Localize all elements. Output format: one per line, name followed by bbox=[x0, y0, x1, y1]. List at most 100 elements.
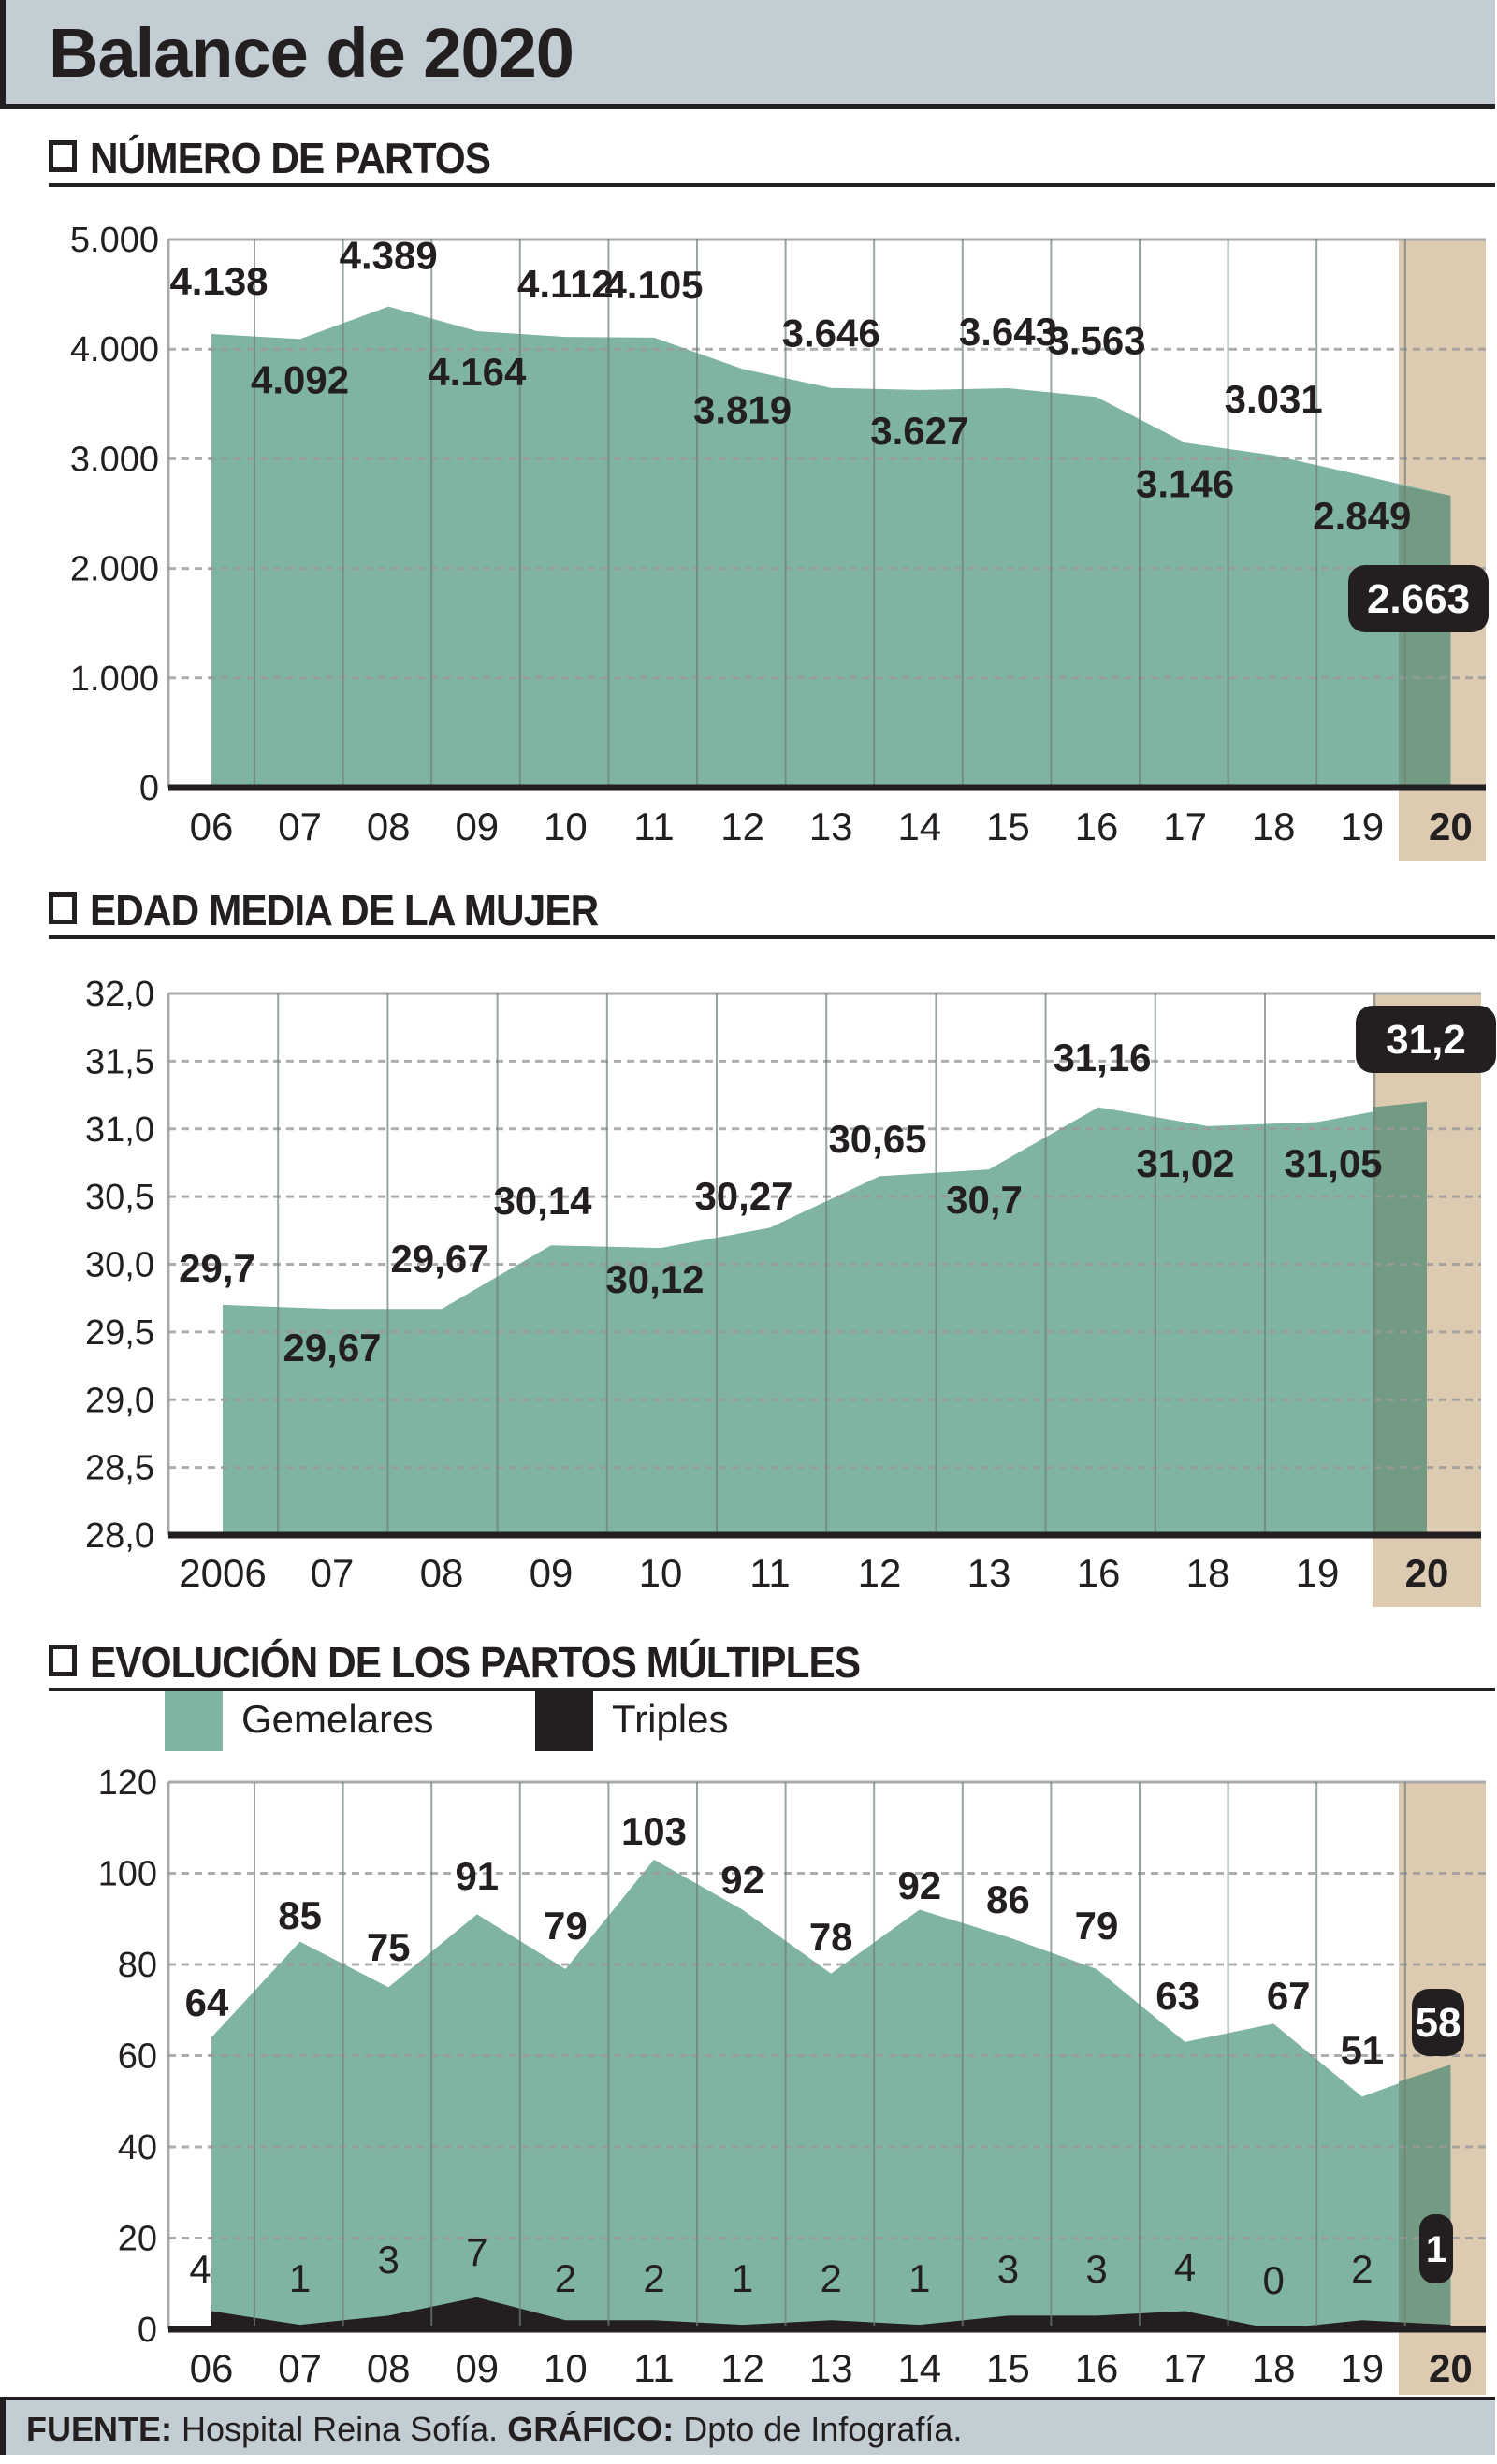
data-label: 85 bbox=[278, 1893, 322, 1937]
data-label: 3.031 bbox=[1225, 377, 1323, 421]
data-label: 79 bbox=[1075, 1904, 1119, 1948]
data-label: 2.849 bbox=[1313, 494, 1411, 538]
data-label: 92 bbox=[720, 1858, 764, 1902]
x-tick-label: 20 bbox=[1405, 1551, 1449, 1595]
data-label: 3.643 bbox=[959, 310, 1057, 354]
x-tick-label: 19 bbox=[1296, 1551, 1340, 1595]
area-partos bbox=[211, 306, 1451, 788]
chart-edad-media: 28,0 28,5 29,0 29,5 30,0 30,5 31,0 31,5 32,0 2006… bbox=[85, 975, 1496, 1607]
y-tick-label: 30,5 bbox=[85, 1178, 154, 1217]
value-badge bbox=[1348, 565, 1489, 632]
x-tick-label: 20 bbox=[1429, 804, 1473, 848]
data-label: 4 bbox=[1174, 2245, 1196, 2289]
svg-text:58: 58 bbox=[1416, 2000, 1461, 2046]
data-label: 3.146 bbox=[1136, 461, 1234, 505]
x-tick-label: 08 bbox=[420, 1551, 464, 1595]
x-tick-label: 11 bbox=[633, 2346, 675, 2390]
area-gemelares bbox=[211, 1859, 1451, 2329]
y-tick-label: 31,5 bbox=[85, 1042, 154, 1081]
data-label: 30,12 bbox=[605, 1257, 704, 1301]
x-tick-label: 13 bbox=[809, 2346, 853, 2390]
x-tick-label: 19 bbox=[1340, 2346, 1384, 2390]
x-tick-label: 10 bbox=[544, 804, 588, 848]
x-tick-label: 07 bbox=[278, 804, 322, 848]
data-label: 29,7 bbox=[179, 1246, 255, 1290]
data-label: 67 bbox=[1267, 1974, 1311, 2018]
x-tick-label: 12 bbox=[858, 1551, 902, 1595]
x-tick-label: 10 bbox=[544, 2346, 588, 2390]
x-tick-label: 12 bbox=[720, 804, 764, 848]
data-label: 51 bbox=[1340, 2028, 1384, 2072]
data-label: 31,05 bbox=[1284, 1141, 1382, 1185]
data-label: 4.112 bbox=[517, 262, 614, 306]
data-label: 75 bbox=[367, 1925, 411, 1969]
y-tick-label: 31,0 bbox=[85, 1110, 154, 1150]
x-tick-label: 16 bbox=[1077, 1551, 1121, 1595]
title-bar: Balance de 2020 bbox=[0, 0, 1495, 109]
x-tick-label: 06 bbox=[190, 2346, 234, 2390]
data-label: 2 bbox=[555, 2256, 576, 2300]
data-label: 3.819 bbox=[693, 387, 792, 431]
data-label: 2 bbox=[643, 2256, 664, 2300]
data-label: 63 bbox=[1155, 1974, 1199, 2018]
x-tick-label: 20 bbox=[1429, 2346, 1473, 2390]
section-header-edad: EDAD MEDIA DE LA MUJER bbox=[49, 883, 1495, 939]
y-tick-label: 20 bbox=[118, 2220, 157, 2259]
svg-text:1: 1 bbox=[1426, 2229, 1446, 2270]
data-label: 2 bbox=[1351, 2247, 1373, 2291]
y-tick-label: 60 bbox=[118, 2037, 157, 2077]
data-label: 30,65 bbox=[828, 1117, 926, 1161]
legend-swatch-triples bbox=[535, 1691, 593, 1751]
x-tick-label: 13 bbox=[967, 1551, 1011, 1595]
svg-text:2.663: 2.663 bbox=[1367, 576, 1470, 622]
x-tick-label: 11 bbox=[749, 1551, 791, 1595]
x-tick-label: 14 bbox=[897, 2346, 941, 2390]
page-title: Balance de 2020 bbox=[49, 14, 574, 92]
data-label: 31,02 bbox=[1136, 1141, 1234, 1185]
data-label: 4.389 bbox=[340, 234, 438, 278]
x-tick-label: 18 bbox=[1252, 804, 1296, 848]
x-tick-label: 17 bbox=[1163, 2346, 1207, 2390]
footer: FUENTE: Hospital Reina Sofía. GRÁFICO: D… bbox=[0, 2397, 1495, 2455]
data-label: 3.563 bbox=[1047, 318, 1145, 362]
data-label: 29,67 bbox=[390, 1237, 488, 1281]
data-label: 92 bbox=[897, 1863, 941, 1907]
y-tick-label: 40 bbox=[118, 2128, 157, 2167]
section-title: EVOLUCIÓN DE LOS PARTOS MÚLTIPLES bbox=[90, 1638, 861, 1687]
data-label: 3 bbox=[997, 2247, 1019, 2291]
data-label: 86 bbox=[986, 1877, 1030, 1921]
x-tick-label: 08 bbox=[367, 2346, 411, 2390]
y-tick-label: 29,5 bbox=[85, 1313, 154, 1353]
legend-swatch-gemelares bbox=[165, 1691, 223, 1751]
data-label: 4.164 bbox=[428, 350, 527, 394]
data-label: 1 bbox=[289, 2256, 311, 2300]
y-tick-label: 29,0 bbox=[85, 1381, 154, 1420]
y-tick-label: 120 bbox=[98, 1763, 157, 1803]
data-label: 1 bbox=[732, 2256, 753, 2300]
x-tick-label: 16 bbox=[1075, 804, 1119, 848]
chart-numero-partos: 0 1.000 2.000 3.000 4.000 5.000 06 07 08 09 10 11 12… bbox=[70, 221, 1489, 861]
data-label: 29,67 bbox=[283, 1326, 381, 1370]
x-tick-label: 15 bbox=[986, 804, 1030, 848]
data-label: 64 bbox=[185, 1980, 229, 2024]
data-label: 30,27 bbox=[694, 1174, 792, 1218]
data-label: 4.138 bbox=[169, 259, 268, 303]
x-tick-label: 12 bbox=[720, 2346, 764, 2390]
x-tick-label: 10 bbox=[639, 1551, 683, 1595]
area-edad bbox=[223, 1101, 1427, 1535]
x-tick-label: 18 bbox=[1186, 1551, 1230, 1595]
x-tick-label: 19 bbox=[1340, 804, 1384, 848]
legend-label-triples: Triples bbox=[612, 1697, 729, 1741]
y-tick-label: 4.000 bbox=[70, 330, 159, 370]
data-label: 4 bbox=[189, 2247, 211, 2291]
data-label: 30,7 bbox=[946, 1178, 1023, 1222]
svg-text:31,2: 31,2 bbox=[1386, 1017, 1466, 1063]
data-label: 3.627 bbox=[870, 409, 968, 453]
data-label: 4.105 bbox=[604, 263, 703, 307]
data-label: 2 bbox=[821, 2256, 842, 2300]
x-tick-label: 08 bbox=[367, 804, 411, 848]
y-tick-label: 32,0 bbox=[85, 975, 154, 1014]
data-label: 3.646 bbox=[782, 312, 880, 355]
section-header-partos: NÚMERO DE PARTOS bbox=[49, 131, 1495, 187]
